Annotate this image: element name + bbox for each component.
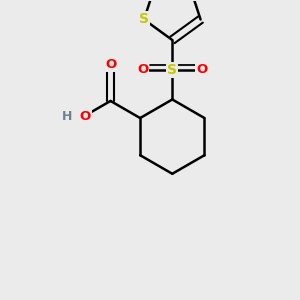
Text: O: O [105, 58, 116, 71]
Text: O: O [137, 63, 148, 76]
Text: S: S [167, 63, 177, 77]
Text: O: O [196, 63, 208, 76]
Text: H: H [62, 110, 72, 123]
Text: S: S [139, 13, 149, 26]
Text: O: O [79, 110, 91, 123]
